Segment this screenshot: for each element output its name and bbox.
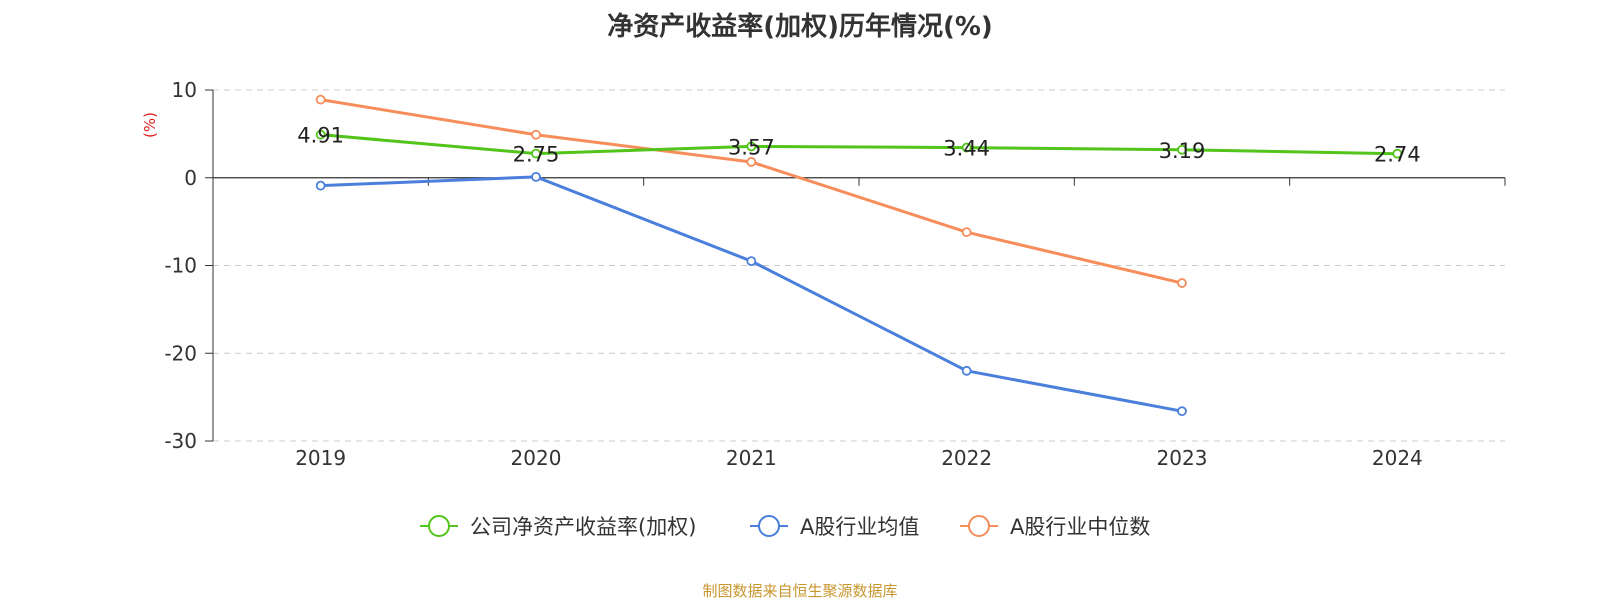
series-line [320, 133, 1398, 156]
data-point [746, 157, 757, 167]
legend-item: 公司净资产收益率(加权) [420, 515, 696, 539]
series-lines [315, 94, 1403, 417]
chart-title: 净资产收益率(加权)历年情况(%) [607, 12, 993, 42]
data-label: 2.74 [1374, 143, 1421, 167]
data-label: 4.91 [297, 124, 344, 148]
series-line [320, 175, 1183, 413]
data-point [531, 148, 541, 159]
data-point [1177, 144, 1187, 155]
legend-marker [428, 515, 450, 537]
footer-source: 制图数据来自恒生聚源数据库 [702, 582, 898, 600]
x-tick-label: 2021 [726, 446, 777, 470]
data-point [315, 129, 326, 140]
data-point [531, 129, 541, 140]
data-point [315, 180, 326, 191]
y-tick-label: 10 [172, 78, 197, 102]
y-tick-label: 0 [184, 166, 197, 190]
legend-item: A股行业均值 [750, 515, 919, 539]
data-point [1177, 406, 1187, 417]
legend-marker [968, 515, 990, 537]
data-point [1177, 278, 1187, 288]
data-label: 2.75 [513, 143, 560, 167]
data-label: 3.57 [728, 135, 775, 159]
x-tick-label: 2022 [941, 446, 992, 470]
data-point [1392, 148, 1403, 159]
y-axis-label: (%) [141, 112, 159, 138]
legend-label: A股行业中位数 [1010, 515, 1150, 539]
x-tick-label: 2020 [511, 446, 562, 470]
legend-label: 公司净资产收益率(加权) [470, 515, 696, 539]
data-point [961, 142, 972, 153]
x-tick-label: 2024 [1372, 446, 1423, 470]
legend-item: A股行业中位数 [960, 515, 1150, 539]
y-tick-label: -30 [164, 429, 197, 453]
data-point [961, 227, 972, 238]
data-label: 3.44 [943, 137, 990, 161]
axes: 10 0 -10 -20 -30 2019 2020 2021 2022 2023 2024 (%) [141, 78, 1506, 470]
data-point [746, 256, 757, 267]
legend-label: A股行业均值 [800, 515, 919, 539]
data-point [531, 171, 541, 182]
x-tick-label: 2019 [295, 446, 346, 470]
legend: 公司净资产收益率(加权) A股行业均值 A股行业中位数 [420, 515, 1150, 539]
data-point [315, 94, 326, 105]
data-point [961, 365, 972, 376]
y-tick-label: -10 [164, 254, 197, 278]
data-label: 3.19 [1159, 139, 1206, 163]
series-line [320, 98, 1183, 285]
y-tick-label: -20 [164, 341, 197, 365]
data-labels: 4.91 2.75 3.57 3.44 3.19 2.74 [297, 124, 1420, 167]
x-tick-label: 2023 [1157, 446, 1208, 470]
legend-marker [758, 515, 780, 537]
data-point [746, 141, 757, 152]
